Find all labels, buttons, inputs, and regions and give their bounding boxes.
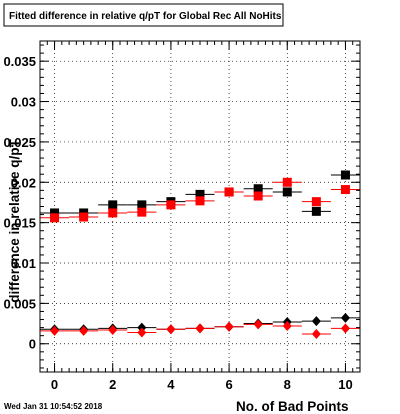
- data-point-diamond: [311, 316, 321, 327]
- x-tick-label: 8: [284, 377, 291, 392]
- data-point-diamond: [311, 329, 321, 340]
- data-point-diamond: [108, 325, 118, 336]
- data-point-square: [79, 212, 89, 222]
- data-point-square: [253, 191, 263, 201]
- x-tick-label: 10: [338, 377, 352, 392]
- data-point-diamond: [137, 327, 147, 338]
- grid-lines: [40, 41, 360, 372]
- y-axis-title: difference in relative q/pT: [7, 138, 22, 302]
- y-tick-label: 0.025: [3, 135, 36, 150]
- data-point-diamond: [50, 325, 60, 336]
- data-point-square: [282, 187, 292, 197]
- plot-frame: [39, 40, 361, 373]
- x-tick-label: 6: [225, 377, 232, 392]
- chart-title: Fitted difference in relative q/pT for G…: [9, 11, 282, 22]
- data-point-diamond: [340, 312, 350, 323]
- y-tick-label: 0.03: [11, 95, 36, 110]
- x-tick-label: 4: [167, 377, 175, 392]
- x-tick-label: 0: [51, 377, 58, 392]
- y-tick-label: 0.005: [3, 296, 36, 311]
- timestamp: Wed Jan 31 10:54:52 2018: [4, 402, 103, 411]
- data-point-diamond: [224, 321, 234, 332]
- title-box: [3, 3, 284, 27]
- y-tick-label: 0.01: [11, 256, 36, 271]
- data-point-square: [195, 196, 205, 206]
- y-tick-label: 0.02: [11, 175, 36, 190]
- data-point-diamond: [340, 323, 350, 334]
- x-axis-title: No. of Bad Points: [236, 399, 349, 414]
- data-point-square: [340, 170, 350, 180]
- data-point-square: [311, 197, 321, 207]
- data-point-square: [224, 187, 234, 197]
- data-point-square: [340, 185, 350, 195]
- data-point-square: [311, 206, 321, 216]
- data-point-diamond: [253, 319, 263, 330]
- data-point-square: [137, 207, 147, 217]
- data-point-square: [282, 177, 292, 187]
- data-point-square: [137, 200, 147, 210]
- data-point-square: [50, 213, 60, 223]
- y-tick-label: 0.015: [3, 216, 36, 231]
- data-point-square: [195, 189, 205, 199]
- axis-ticks: 0 2 4 6 8 10 0 0.005 0.01 0.015 0.02 0.025 0.03 0.035: [3, 41, 361, 392]
- data-point-square: [108, 208, 118, 218]
- y-tick-label: 0.035: [3, 54, 36, 69]
- data-point-diamond: [79, 325, 89, 336]
- data-point-square: [108, 200, 118, 210]
- data-point-diamond: [166, 324, 176, 335]
- y-tick-label: 0: [29, 337, 36, 352]
- data-point-square: [50, 208, 60, 218]
- data-point-diamond: [195, 323, 205, 334]
- data-point-square: [253, 184, 263, 194]
- data-point-square: [166, 200, 176, 210]
- x-tick-label: 2: [109, 377, 116, 392]
- data-marks: [40, 170, 360, 340]
- data-point-diamond: [282, 320, 292, 331]
